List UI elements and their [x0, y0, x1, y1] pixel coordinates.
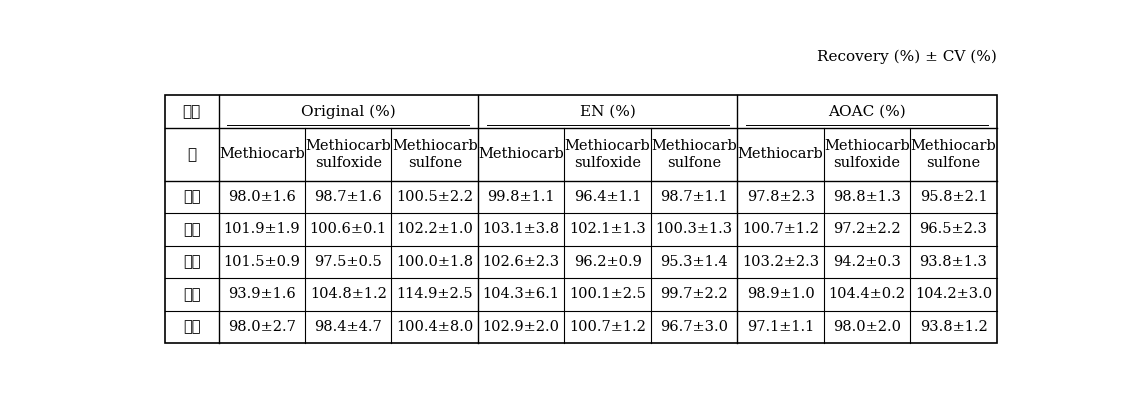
Text: 104.3±6.1: 104.3±6.1	[482, 287, 560, 301]
Text: 101.5±0.9: 101.5±0.9	[223, 255, 301, 269]
Text: 100.0±1.8: 100.0±1.8	[396, 255, 473, 269]
Text: 100.7±1.2: 100.7±1.2	[569, 320, 646, 334]
Text: 95.8±2.1: 95.8±2.1	[920, 190, 987, 204]
Text: 농산: 농산	[183, 104, 201, 119]
Text: 102.2±1.0: 102.2±1.0	[396, 222, 473, 236]
Text: 104.4±0.2: 104.4±0.2	[828, 287, 905, 301]
Text: 96.2±0.9: 96.2±0.9	[573, 255, 642, 269]
Text: 99.7±2.2: 99.7±2.2	[660, 287, 728, 301]
Text: 100.1±2.5: 100.1±2.5	[569, 287, 646, 301]
Text: Methiocarb
sulfoxide: Methiocarb sulfoxide	[825, 139, 910, 169]
Text: Methiocarb: Methiocarb	[478, 147, 564, 162]
Text: 95.3±1.4: 95.3±1.4	[660, 255, 728, 269]
Text: 감자: 감자	[183, 189, 201, 204]
Text: EN (%): EN (%)	[580, 105, 635, 118]
Text: 99.8±1.1: 99.8±1.1	[487, 190, 555, 204]
Text: 98.7±1.1: 98.7±1.1	[661, 190, 728, 204]
Text: 현미: 현미	[183, 320, 201, 335]
Text: 98.0±1.6: 98.0±1.6	[228, 190, 296, 204]
Text: 104.2±3.0: 104.2±3.0	[914, 287, 992, 301]
Text: 102.1±1.3: 102.1±1.3	[569, 222, 646, 236]
Text: 고추: 고추	[183, 222, 201, 237]
Text: 96.7±3.0: 96.7±3.0	[660, 320, 728, 334]
Bar	[165, 95, 996, 343]
Text: Methiocarb
sulfoxide: Methiocarb sulfoxide	[305, 139, 392, 169]
Text: 100.4±8.0: 100.4±8.0	[396, 320, 473, 334]
Text: 103.2±2.3: 103.2±2.3	[742, 255, 819, 269]
Text: 104.8±1.2: 104.8±1.2	[310, 287, 387, 301]
Text: 100.3±1.3: 100.3±1.3	[655, 222, 733, 236]
Text: 93.8±1.2: 93.8±1.2	[920, 320, 987, 334]
Text: 98.7±1.6: 98.7±1.6	[314, 190, 383, 204]
Text: 103.1±3.8: 103.1±3.8	[482, 222, 560, 236]
Text: 97.8±2.3: 97.8±2.3	[746, 190, 815, 204]
Text: 94.2±0.3: 94.2±0.3	[834, 255, 901, 269]
Text: Methiocarb: Methiocarb	[219, 147, 304, 162]
Text: 101.9±1.9: 101.9±1.9	[223, 222, 300, 236]
Text: 97.1±1.1: 97.1±1.1	[747, 320, 815, 334]
Text: 98.0±2.7: 98.0±2.7	[228, 320, 296, 334]
Text: 100.5±2.2: 100.5±2.2	[396, 190, 473, 204]
Text: Original (%): Original (%)	[301, 105, 396, 119]
Text: 98.4±4.7: 98.4±4.7	[314, 320, 383, 334]
Text: 96.5±2.3: 96.5±2.3	[920, 222, 987, 236]
Text: 물: 물	[187, 147, 196, 162]
Text: Recovery (%) ± CV (%): Recovery (%) ± CV (%)	[817, 50, 996, 64]
Text: Methiocarb
sulfoxide: Methiocarb sulfoxide	[564, 139, 651, 169]
Text: 98.8±1.3: 98.8±1.3	[834, 190, 901, 204]
Text: 감귈: 감귈	[183, 254, 201, 269]
Text: 98.0±2.0: 98.0±2.0	[833, 320, 901, 334]
Text: Methiocarb
sulfone: Methiocarb sulfone	[651, 139, 737, 169]
Text: 97.2±2.2: 97.2±2.2	[834, 222, 901, 236]
Text: 100.7±1.2: 100.7±1.2	[742, 222, 819, 236]
Text: 97.5±0.5: 97.5±0.5	[314, 255, 383, 269]
Text: 102.9±2.0: 102.9±2.0	[482, 320, 560, 334]
Text: 96.4±1.1: 96.4±1.1	[573, 190, 642, 204]
Text: Methiocarb
sulfone: Methiocarb sulfone	[392, 139, 478, 169]
Text: 114.9±2.5: 114.9±2.5	[396, 287, 473, 301]
Text: 대두: 대두	[183, 287, 201, 302]
Text: 102.6±2.3: 102.6±2.3	[482, 255, 560, 269]
Text: 93.8±1.3: 93.8±1.3	[920, 255, 987, 269]
Text: Methiocarb: Methiocarb	[737, 147, 824, 162]
Text: Methiocarb
sulfone: Methiocarb sulfone	[911, 139, 996, 169]
Text: AOAC (%): AOAC (%)	[828, 105, 905, 118]
Text: 93.9±1.6: 93.9±1.6	[228, 287, 295, 301]
Text: 100.6±0.1: 100.6±0.1	[310, 222, 387, 236]
Text: 98.9±1.0: 98.9±1.0	[747, 287, 815, 301]
